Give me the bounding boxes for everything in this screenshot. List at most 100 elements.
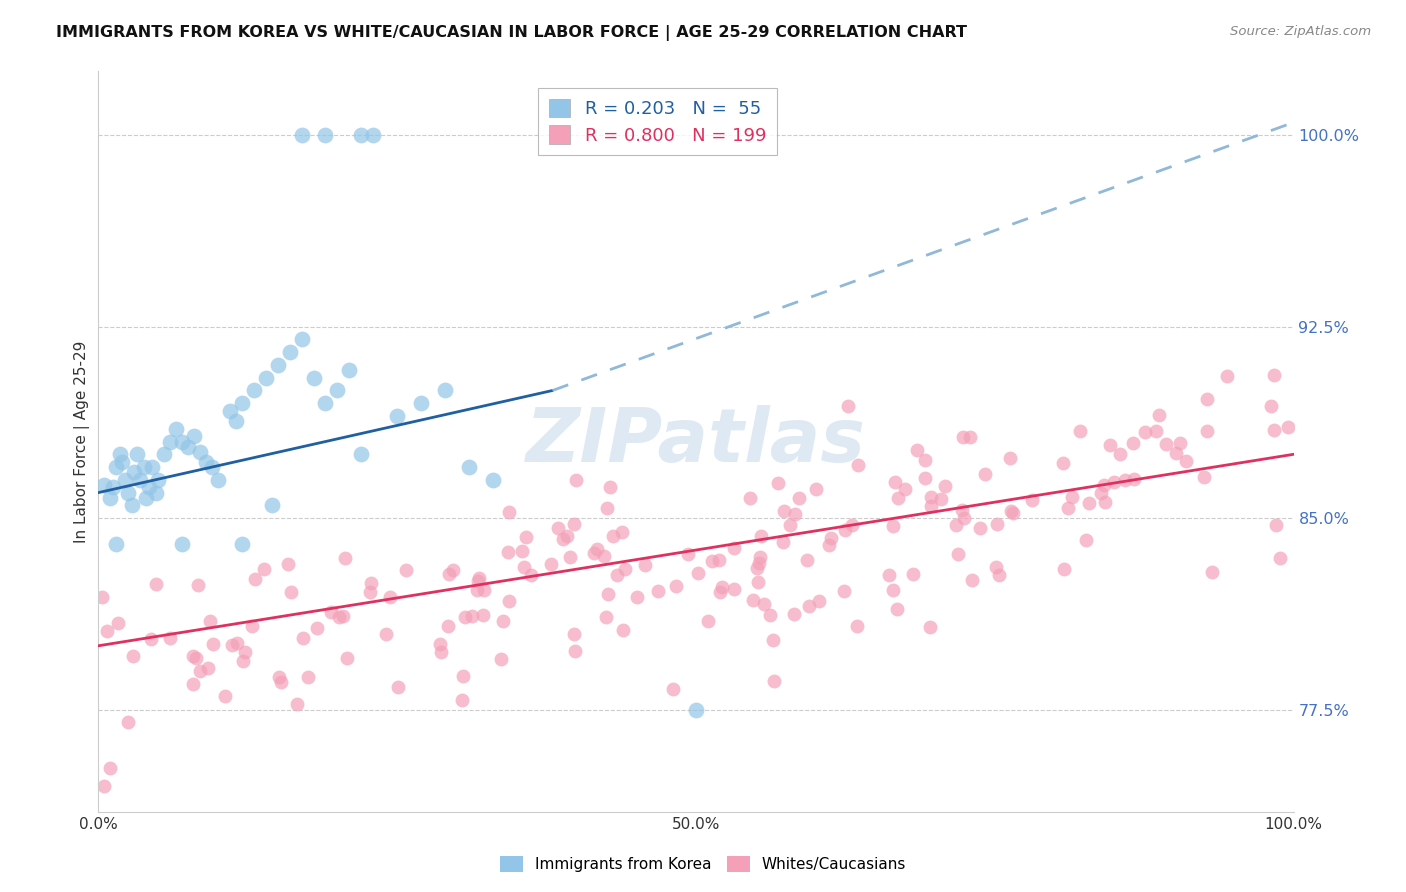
- Point: [515, 530, 537, 544]
- Point: [1092, 477, 1115, 491]
- Point: [709, 552, 731, 566]
- Legend: R = 0.203   N =  55, R = 0.800   N = 199: R = 0.203 N = 55, R = 0.800 N = 199: [537, 87, 778, 155]
- Point: [1074, 533, 1097, 547]
- Point: [339, 363, 361, 377]
- Point: [278, 345, 301, 359]
- Point: [93, 779, 115, 793]
- Point: [221, 638, 243, 652]
- Point: [987, 567, 1010, 582]
- Point: [1154, 436, 1177, 450]
- Point: [243, 572, 266, 586]
- Point: [613, 562, 636, 576]
- Point: [647, 583, 669, 598]
- Point: [280, 585, 302, 599]
- Point: [315, 128, 337, 143]
- Y-axis label: In Labor Force | Age 25-29: In Labor Force | Age 25-29: [75, 341, 90, 542]
- Point: [710, 580, 733, 594]
- Point: [195, 455, 218, 469]
- Point: [145, 485, 167, 500]
- Point: [1260, 399, 1282, 413]
- Point: [1108, 447, 1130, 461]
- Point: [188, 444, 211, 458]
- Point: [1094, 495, 1116, 509]
- Point: [585, 542, 607, 557]
- Point: [974, 467, 997, 482]
- Point: [918, 620, 941, 634]
- Point: [905, 442, 928, 457]
- Point: [562, 627, 585, 641]
- Point: [232, 655, 254, 669]
- Point: [460, 608, 482, 623]
- Point: [596, 587, 619, 601]
- Point: [1099, 438, 1122, 452]
- Point: [138, 481, 160, 495]
- Point: [498, 505, 520, 519]
- Point: [98, 761, 122, 775]
- Legend: Immigrants from Korea, Whites/Caucasians: Immigrants from Korea, Whites/Caucasians: [492, 848, 914, 880]
- Point: [240, 619, 263, 633]
- Point: [848, 458, 870, 472]
- Point: [762, 633, 785, 648]
- Point: [132, 460, 155, 475]
- Point: [498, 594, 520, 608]
- Point: [395, 563, 418, 577]
- Point: [291, 631, 314, 645]
- Point: [441, 563, 464, 577]
- Point: [841, 518, 863, 533]
- Point: [1001, 506, 1024, 520]
- Point: [612, 623, 634, 637]
- Point: [960, 574, 983, 588]
- Point: [411, 396, 433, 410]
- Point: [752, 597, 775, 611]
- Point: [129, 473, 152, 487]
- Point: [882, 519, 904, 533]
- Point: [914, 471, 936, 485]
- Point: [359, 585, 381, 599]
- Point: [350, 447, 373, 461]
- Point: [914, 453, 936, 467]
- Point: [820, 531, 842, 545]
- Point: [998, 451, 1021, 466]
- Point: [302, 370, 325, 384]
- Point: [183, 429, 205, 443]
- Point: [472, 608, 495, 623]
- Point: [678, 547, 700, 561]
- Point: [884, 475, 907, 490]
- Point: [688, 566, 710, 580]
- Point: [291, 333, 314, 347]
- Point: [139, 632, 162, 647]
- Point: [747, 561, 769, 575]
- Point: [1122, 436, 1144, 450]
- Point: [953, 510, 976, 524]
- Point: [797, 599, 820, 614]
- Point: [1149, 408, 1171, 422]
- Point: [1057, 501, 1080, 516]
- Point: [738, 491, 761, 505]
- Point: [385, 409, 409, 423]
- Point: [540, 557, 562, 571]
- Point: [328, 610, 350, 624]
- Point: [783, 607, 806, 621]
- Point: [267, 670, 290, 684]
- Point: [759, 607, 782, 622]
- Point: [1174, 454, 1197, 468]
- Point: [451, 692, 474, 706]
- Point: [465, 582, 488, 597]
- Point: [111, 455, 134, 469]
- Point: [959, 430, 981, 444]
- Point: [326, 384, 349, 398]
- Point: [350, 128, 373, 143]
- Point: [747, 574, 769, 589]
- Point: [562, 517, 585, 532]
- Point: [950, 503, 973, 517]
- Point: [520, 568, 543, 582]
- Point: [254, 370, 277, 384]
- Point: [1000, 504, 1022, 518]
- Point: [277, 557, 299, 571]
- Point: [929, 491, 952, 506]
- Point: [564, 474, 586, 488]
- Point: [481, 473, 505, 487]
- Point: [564, 644, 586, 658]
- Point: [763, 674, 786, 689]
- Point: [1053, 562, 1076, 576]
